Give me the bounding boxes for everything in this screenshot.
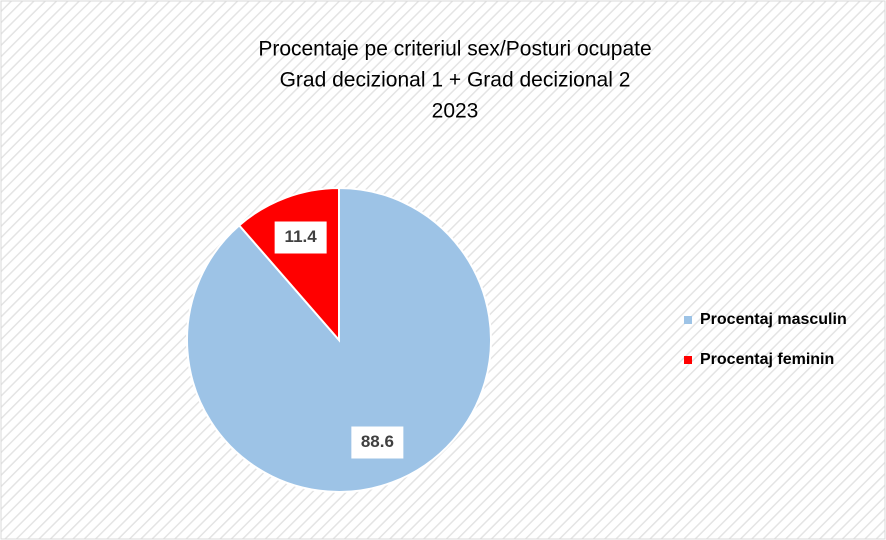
legend-swatch	[684, 316, 692, 324]
data-label: 11.4	[285, 227, 318, 246]
data-label-box	[274, 221, 327, 254]
title-line: 2023	[432, 100, 479, 123]
legend-swatch	[684, 356, 692, 364]
chart-title: Procentaje pe criteriul sex/Posturi ocup…	[258, 38, 651, 123]
legend-label: Procentaj feminin	[700, 351, 834, 368]
title-line: Procentaje pe criteriul sex/Posturi ocup…	[258, 38, 651, 61]
title-line: Grad decizional 1 + Grad decizional 2	[280, 69, 631, 92]
data-label-box	[351, 426, 404, 459]
data-label: 88.6	[361, 432, 394, 451]
legend-label: Procentaj masculin	[700, 311, 847, 328]
